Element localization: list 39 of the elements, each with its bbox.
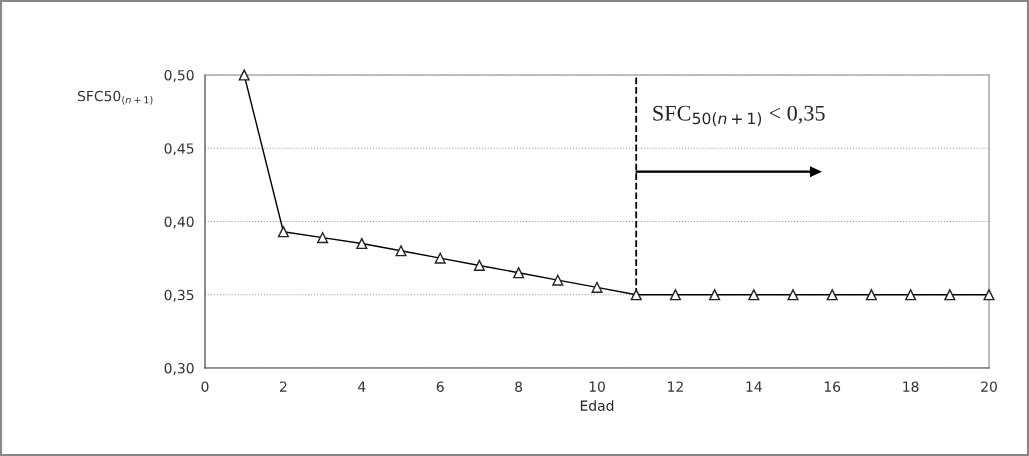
- point: [865, 289, 877, 301]
- point: [473, 259, 485, 272]
- y-axis-title: SFC50$_{(n+1)}$: [78, 90, 153, 105]
- point: [317, 232, 329, 244]
- point: [944, 289, 956, 301]
- point: [826, 289, 838, 301]
- y-tick-label: 0,50: [164, 69, 194, 82]
- x-tick-label: 6: [436, 381, 444, 392]
- point: [787, 289, 799, 301]
- x-tick-label: 4: [358, 381, 366, 392]
- x-tick-label: 8: [515, 381, 523, 392]
- x-axis-title: Edad: [580, 400, 614, 411]
- point: [591, 281, 603, 293]
- x-tick-label: 18: [903, 381, 919, 392]
- point: [356, 237, 368, 250]
- x-tick-label: 12: [668, 381, 683, 392]
- point: [395, 245, 407, 257]
- point: [669, 289, 681, 301]
- point: [709, 289, 721, 301]
- x-tick-label: 16: [824, 381, 841, 392]
- y-tick-label: 0,45: [164, 143, 194, 156]
- y-tick-label: 0,35: [164, 289, 194, 302]
- annotation: SFC$_{50(n+1)}$ < 0,35: [653, 105, 825, 127]
- point: [748, 289, 760, 301]
- point: [434, 252, 446, 264]
- x-tick-label: 2: [280, 381, 287, 392]
- x-tick-label: 14: [746, 381, 762, 392]
- y-tick-label: 0,30: [164, 362, 194, 375]
- point: [983, 289, 995, 301]
- point: [238, 69, 250, 81]
- point: [905, 289, 917, 301]
- x-tick-label: 10: [589, 381, 605, 392]
- x-tick-label: 0: [201, 381, 209, 392]
- point: [277, 226, 289, 238]
- point: [630, 289, 642, 301]
- point: [513, 267, 525, 279]
- y-tick-label: 0,40: [164, 216, 194, 229]
- point: [552, 274, 564, 286]
- x-tick-label: 20: [981, 381, 997, 392]
